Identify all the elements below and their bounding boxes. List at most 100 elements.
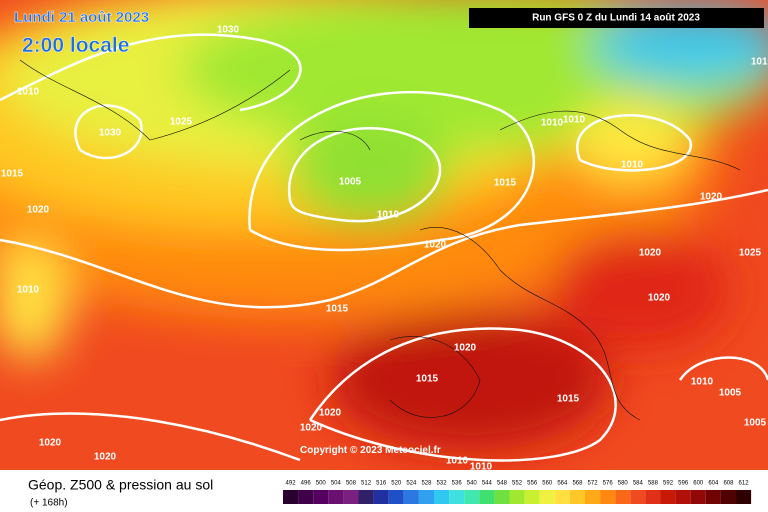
isobar-label: 1010 [691, 377, 714, 388]
scale-label: 512 [361, 481, 372, 487]
scale-label: 592 [663, 481, 674, 487]
scale-label: 536 [452, 481, 463, 487]
isobar-label: 1010 [751, 57, 768, 68]
isobar-label: 1025 [170, 117, 193, 128]
scale-label: 560 [542, 481, 553, 487]
scale-label: 584 [633, 481, 644, 487]
scale-label: 608 [723, 481, 734, 487]
isobar-label: 1020 [648, 293, 671, 304]
isobar-label: 1020 [319, 408, 342, 419]
isobar-label: 1020 [39, 438, 62, 449]
isobar-label: 1015 [1, 169, 24, 180]
scale-swatch [554, 490, 570, 504]
scale-label: 600 [693, 481, 704, 487]
isobar-label: 1005 [744, 418, 767, 429]
scale-swatch [434, 490, 450, 504]
scale-label: 548 [497, 481, 508, 487]
footer-title: Géop. Z500 & pression au sol [28, 477, 213, 493]
scale-swatch [720, 490, 736, 504]
scale-label: 564 [557, 481, 568, 487]
isobar-label: 1010 [621, 160, 644, 171]
field [0, 0, 768, 470]
copyright: Copyright © 2023 Meteociel.fr [300, 445, 441, 456]
scale-swatch [585, 490, 601, 504]
isobar-label: 1020 [424, 240, 447, 251]
isobar-label: 1010 [377, 210, 400, 221]
isobars [0, 33, 768, 462]
scale-swatch [690, 490, 706, 504]
isobar-label: 1015 [416, 374, 439, 385]
isobar-label: 1015 [557, 394, 580, 405]
scale-swatch [313, 490, 329, 504]
isobar-label: 1020 [300, 423, 323, 434]
scale-swatch [736, 490, 752, 504]
scale-label: 572 [588, 481, 599, 487]
isobar-label: 1020 [700, 192, 723, 203]
scale-swatch [705, 490, 721, 504]
isobar-label: 1015 [326, 304, 349, 315]
scale-label: 552 [512, 481, 523, 487]
date: Lundi 21 août 2023 [14, 9, 149, 26]
isobar-label: 1020 [454, 343, 477, 354]
scale-label: 544 [482, 481, 493, 487]
isobar-label: 1030 [99, 128, 122, 139]
scale-swatch [600, 490, 616, 504]
scale-label: 580 [618, 481, 629, 487]
scale-label: 568 [572, 481, 583, 487]
isobar-label: 1010 [541, 118, 564, 129]
scale-label: 604 [708, 481, 719, 487]
scale-label: 576 [603, 481, 614, 487]
scale-label: 500 [316, 481, 327, 487]
scale-swatch [343, 490, 359, 504]
scale-label: 504 [331, 481, 342, 487]
isobar-label: 1020 [27, 205, 50, 216]
scale-label: 508 [346, 481, 357, 487]
isobar-label: 1030 [217, 25, 240, 36]
scale-swatch [464, 490, 480, 504]
isobar-label: 1010 [17, 285, 40, 296]
scale-label: 492 [286, 481, 297, 487]
scale-swatch [298, 490, 314, 504]
scale-swatch [494, 490, 510, 504]
isobar-label: 1025 [739, 248, 762, 259]
scale-swatch [358, 490, 374, 504]
scale-swatch [388, 490, 404, 504]
scale-swatch [645, 490, 661, 504]
scale-label: 596 [678, 481, 689, 487]
scale-label: 496 [301, 481, 312, 487]
scale-swatch [449, 490, 465, 504]
isobar-label: 1010 [563, 115, 586, 126]
scale-swatch [479, 490, 495, 504]
scale-swatch [660, 490, 676, 504]
run-box [469, 8, 764, 28]
scale-label: 516 [376, 481, 387, 487]
scale-label: 524 [406, 481, 417, 487]
scale-swatch [418, 490, 434, 504]
scale-label: 528 [421, 481, 432, 487]
scale-label: 540 [467, 481, 478, 487]
coastlines [19, 59, 741, 421]
local-time: 2:00 locale [22, 34, 129, 57]
scale-swatch [373, 490, 389, 504]
scale-swatch [539, 490, 555, 504]
scale-swatch [569, 490, 585, 504]
scale-swatch [509, 490, 525, 504]
scale-swatch [524, 490, 540, 504]
isobar-label: 1010 [470, 462, 493, 473]
scale-swatch [403, 490, 419, 504]
color-scale: 492 496 500 504 508 512 516 520 524 528 532 536 540 5… [283, 481, 752, 504]
isobar-label: 1010 [17, 87, 40, 98]
isobar-label: 1010 [446, 456, 469, 467]
scale-swatch [630, 490, 646, 504]
scale-label: 556 [527, 481, 538, 487]
scale-label: 520 [391, 481, 402, 487]
isobar-label: 1005 [719, 388, 742, 399]
scale-label: 612 [739, 481, 750, 487]
scale-swatch [615, 490, 631, 504]
run-info: Run GFS 0 Z du Lundi 14 août 2023 [532, 13, 700, 24]
scale-swatch [675, 490, 691, 504]
isobar-label: 1005 [339, 177, 362, 188]
scale-label: 532 [437, 481, 448, 487]
